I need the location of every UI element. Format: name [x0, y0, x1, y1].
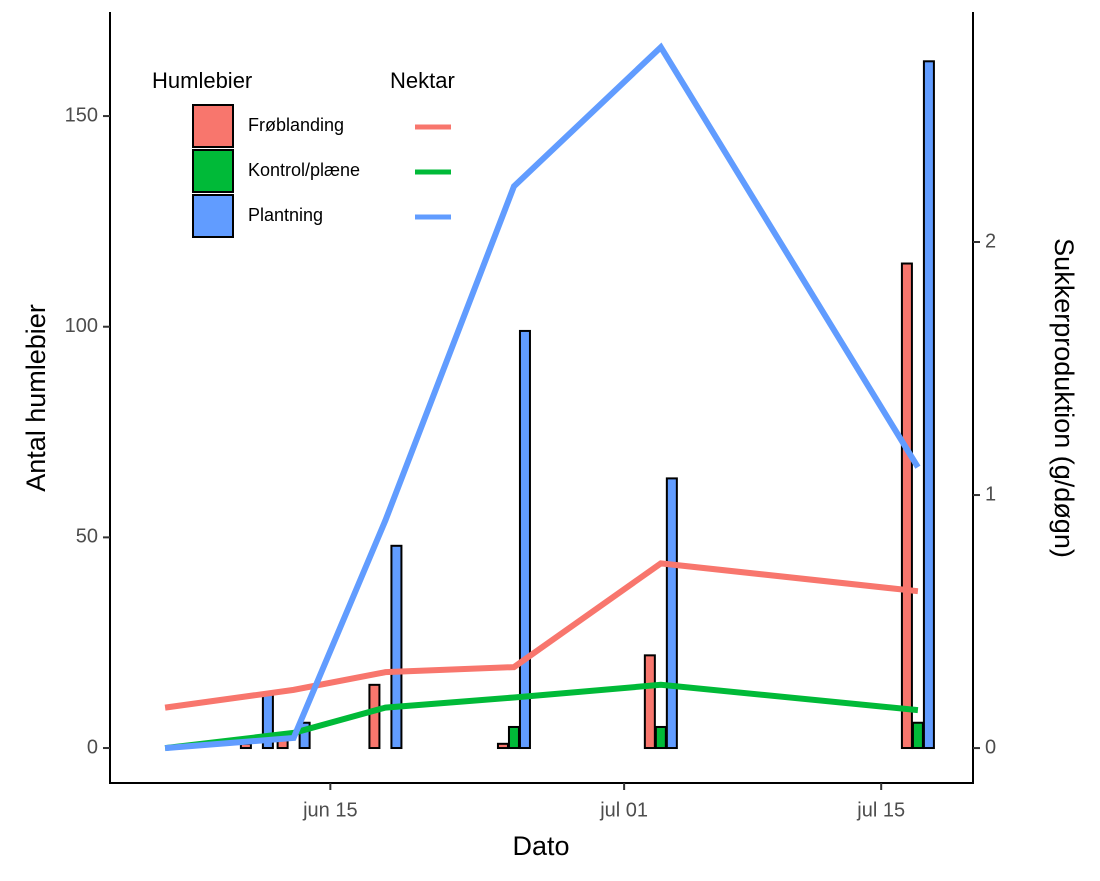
- y2-axis-label: Sukkerproduktion (g/døgn): [1049, 238, 1079, 558]
- y2-tick-label: 0: [985, 736, 996, 758]
- x-tick-label: jun 15: [302, 799, 358, 821]
- x-axis-label: Dato: [512, 831, 569, 861]
- y-axis-label: Antal humlebier: [21, 304, 51, 492]
- bar: [298, 721, 311, 750]
- y-tick-label: 100: [65, 315, 98, 337]
- nectar-line: [164, 560, 919, 711]
- legend-key: [192, 149, 234, 193]
- legend-title: Nektar: [390, 68, 455, 93]
- bar: [643, 654, 656, 750]
- x-tick-label: jul 01: [599, 799, 648, 821]
- y-tick-label: 50: [76, 526, 98, 548]
- nectar-line: [164, 42, 921, 752]
- bar: [390, 544, 403, 750]
- bar: [518, 329, 531, 750]
- y2-tick-label: 1: [985, 483, 996, 505]
- y-tick-label: 0: [87, 736, 98, 758]
- bar: [922, 60, 935, 750]
- bar: [496, 742, 509, 750]
- bar: [654, 725, 667, 750]
- y2-tick-label: 2: [985, 230, 996, 252]
- bar: [900, 262, 913, 750]
- legend-label: Frøblanding: [248, 115, 344, 135]
- bar: [368, 683, 381, 750]
- legend-title: Humlebier: [152, 68, 252, 93]
- bar: [911, 721, 924, 750]
- legend-key: [192, 194, 234, 238]
- x-tick-label: jul 15: [856, 799, 905, 821]
- bar: [665, 477, 678, 750]
- nectar-line: [164, 681, 919, 752]
- legend-label: Plantning: [248, 205, 323, 225]
- legend-key: [192, 104, 234, 148]
- legend-label: Kontrol/plæne: [248, 160, 360, 180]
- y-tick-label: 150: [65, 104, 98, 126]
- bar: [507, 725, 520, 750]
